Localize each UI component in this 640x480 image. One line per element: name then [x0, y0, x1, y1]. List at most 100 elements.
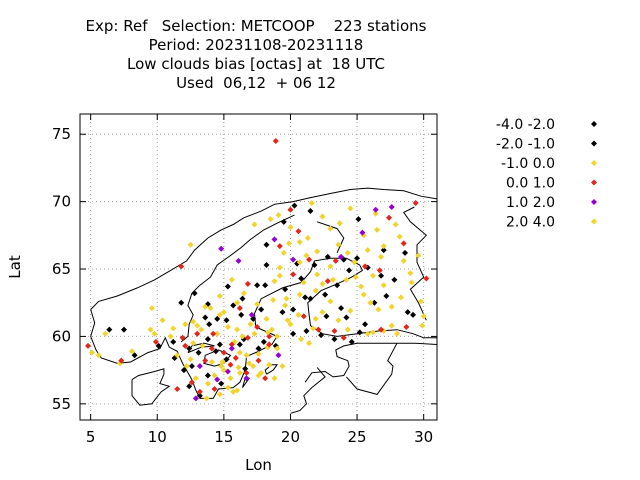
station-point-series-4	[338, 253, 345, 260]
station-point-series-2	[208, 359, 215, 366]
station-point-series-5	[258, 369, 265, 376]
station-point-series-5	[300, 279, 307, 286]
points-layer	[84, 137, 430, 402]
station-point-series-5	[287, 321, 294, 328]
station-point-series-5	[378, 253, 385, 260]
station-point-series-1	[324, 253, 331, 260]
legend-label: -2.0 -1.0	[496, 137, 555, 153]
legend-marker	[591, 218, 597, 225]
station-point-series-2	[392, 221, 399, 228]
station-point-series-0	[402, 249, 409, 256]
station-point-series-0	[170, 338, 177, 345]
station-point-series-0	[188, 363, 195, 370]
x-tick-label: 10	[148, 428, 167, 446]
station-point-series-3	[403, 323, 410, 330]
station-point-series-2	[344, 326, 351, 333]
station-point-series-5	[187, 356, 194, 363]
station-point-series-2	[279, 363, 286, 370]
station-point-series-2	[319, 213, 326, 220]
station-point-series-2	[255, 350, 262, 357]
station-point-series-0	[298, 275, 305, 282]
grid-layer	[80, 114, 437, 420]
chart-title-line-4: Used 06,12 + 06 12	[176, 74, 336, 92]
station-point-series-3	[386, 214, 393, 221]
station-point-series-5	[228, 276, 235, 283]
station-point-series-2	[303, 252, 310, 259]
station-point-series-2	[276, 264, 283, 271]
station-point-series-2	[298, 336, 305, 343]
station-point-series-0	[331, 336, 338, 343]
station-point-series-2	[344, 249, 351, 256]
station-point-series-2	[211, 372, 218, 379]
station-point-series-4	[235, 257, 242, 264]
station-point-series-2	[246, 360, 253, 367]
chart-title-line-2: Period: 20231108-20231118	[148, 36, 364, 54]
station-point-series-2	[270, 297, 277, 304]
station-point-series-3	[227, 361, 234, 368]
station-point-series-4	[290, 256, 297, 263]
y-tick-label: 65	[52, 260, 71, 278]
legend: -4.0 -2.0 -2.0 -1.0 -1.0 0.0 0.0 1.0 1.0 2.0…	[496, 117, 597, 231]
station-point-series-2	[274, 333, 281, 340]
station-point-series-3	[272, 137, 279, 144]
y-tick-label: 60	[52, 327, 71, 345]
station-point-series-1	[282, 286, 289, 293]
legend-marker	[591, 121, 597, 127]
station-point-series-2	[88, 349, 95, 356]
y-tick-label: 75	[52, 125, 71, 143]
station-point-series-0	[348, 338, 355, 345]
station-point-series-3	[378, 326, 385, 333]
station-point-series-2	[220, 309, 227, 316]
station-point-series-5	[250, 363, 257, 370]
ticks-layer: 5 10 15 20 25 30 55 60 65 70 75	[52, 114, 437, 446]
station-point-series-5	[235, 364, 242, 371]
station-point-series-5	[274, 345, 281, 352]
station-point-series-2	[296, 259, 303, 266]
station-point-series-3	[196, 388, 203, 395]
coastline	[402, 206, 428, 321]
station-point-series-5	[304, 235, 311, 242]
station-point-series-5	[327, 225, 334, 232]
station-point-series-5	[218, 363, 225, 370]
legend-marker	[591, 160, 597, 166]
station-point-series-4	[243, 375, 250, 382]
legend-label: 1.0 2.0	[506, 195, 555, 211]
station-point-series-2	[400, 257, 407, 264]
station-point-series-4	[248, 311, 255, 318]
station-point-series-2	[234, 326, 241, 333]
station-point-series-0	[323, 313, 330, 320]
station-point-series-3	[254, 323, 261, 330]
coastline	[264, 364, 279, 375]
station-point-series-2	[370, 329, 377, 336]
station-point-series-0	[311, 261, 318, 268]
station-point-series-0	[223, 356, 230, 363]
coastline	[90, 187, 438, 310]
station-point-series-3	[400, 240, 407, 247]
station-point-series-5	[380, 282, 387, 289]
station-point-series-0	[223, 317, 230, 324]
station-point-series-3	[331, 328, 338, 335]
station-point-series-5	[351, 259, 358, 266]
station-point-series-3	[332, 257, 339, 264]
station-point-series-5	[358, 283, 365, 290]
station-point-series-4	[218, 245, 225, 252]
station-point-series-0	[354, 255, 361, 262]
station-point-series-5	[312, 287, 319, 294]
legend-label: -1.0 0.0	[501, 156, 555, 172]
station-point-series-5	[367, 299, 374, 306]
coastline	[187, 342, 215, 354]
station-point-series-2	[236, 349, 243, 356]
station-point-series-1	[239, 295, 246, 302]
station-point-series-4	[192, 395, 199, 402]
station-point-series-0	[216, 341, 223, 348]
station-point-series-0	[214, 315, 221, 322]
station-point-series-3	[376, 267, 383, 274]
station-point-series-2	[296, 239, 303, 246]
station-point-series-3	[324, 278, 331, 285]
station-point-series-4	[196, 363, 203, 370]
coastline	[346, 342, 398, 395]
station-point-series-0	[254, 282, 261, 289]
station-point-series-3	[266, 341, 273, 348]
station-point-series-2	[187, 241, 194, 248]
